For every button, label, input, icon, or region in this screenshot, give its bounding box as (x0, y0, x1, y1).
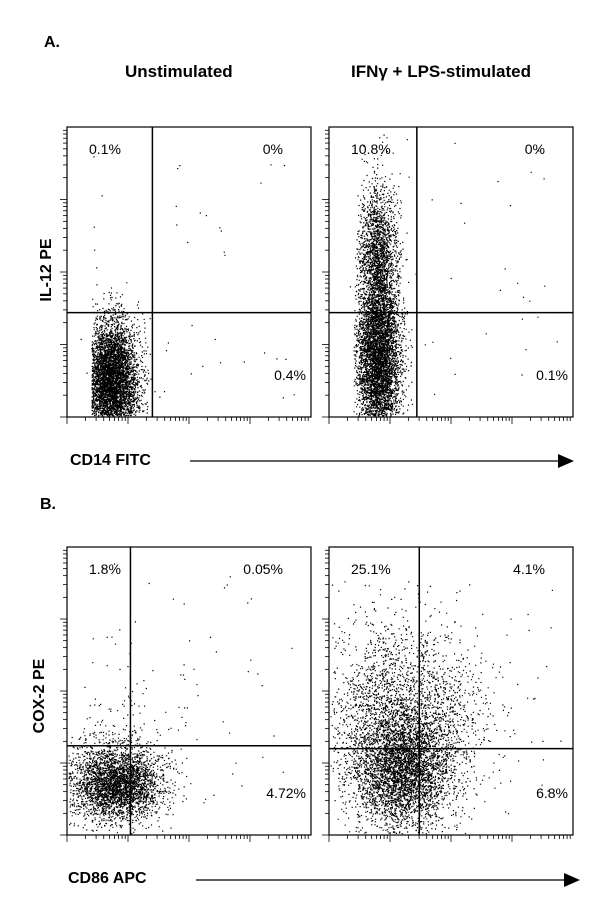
panel-a-x-label: CD14 FITC (70, 452, 151, 469)
quadrant-label-lower-right: 4.72% (266, 785, 306, 801)
quadrant-label-upper-left: 10.8% (351, 141, 391, 157)
panel-b-letter: B. (40, 496, 56, 513)
quadrant-label-upper-right: 0.05% (243, 561, 283, 577)
panel-a-x-arrow (190, 454, 574, 468)
scatter-events (330, 581, 562, 835)
quadrant-label-upper-left: 1.8% (89, 561, 121, 577)
scatter-points (80, 146, 295, 417)
plot-b-unstimulated: 1.8% 0.05% 4.72% (60, 546, 312, 842)
quadrant-label-lower-right: 0.4% (274, 367, 306, 383)
panel-b-x-arrow (196, 873, 580, 887)
panel-a-title-stimulated: IFNγ + LPS-stimulated (351, 62, 531, 81)
panel-a-letter: A. (44, 34, 60, 51)
quadrant-label-upper-right: 4.1% (513, 561, 545, 577)
scatter-points (349, 134, 558, 417)
axis-ticks (322, 549, 571, 842)
quadrant-label-upper-left: 0.1% (89, 141, 121, 157)
plot-a-unstimulated: 0.1% 0% 0.4% (60, 126, 312, 424)
plot-a-stimulated: 10.8% 0% 0.1% (322, 126, 574, 424)
quadrant-label-upper-right: 0% (525, 141, 545, 157)
scatter-points (68, 563, 293, 835)
panel-b-x-label: CD86 APC (68, 870, 147, 887)
quadrant-label-lower-right: 0.1% (536, 367, 568, 383)
quadrant-label-lower-right: 6.8% (536, 785, 568, 801)
axis-ticks (60, 549, 309, 842)
axis-ticks (322, 129, 571, 424)
quadrant-label-upper-left: 25.1% (351, 561, 391, 577)
scatter-events (68, 563, 293, 835)
panel-a-title-unstimulated: Unstimulated (125, 62, 233, 81)
scatter-events (80, 146, 295, 417)
scatter-events (349, 134, 558, 417)
axis-ticks (60, 129, 309, 424)
plot-b-stimulated: 25.1% 4.1% 6.8% (322, 546, 574, 842)
scatter-points (330, 581, 562, 835)
quadrant-label-upper-right: 0% (263, 141, 283, 157)
